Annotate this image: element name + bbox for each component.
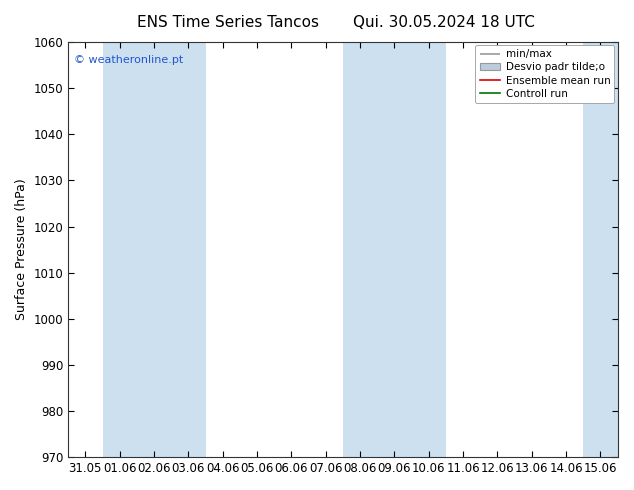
Bar [343,42,446,457]
Text: Qui. 30.05.2024 18 UTC: Qui. 30.05.2024 18 UTC [353,15,534,30]
Bar [103,42,205,457]
Bar [583,42,618,457]
Text: ENS Time Series Tancos: ENS Time Series Tancos [137,15,320,30]
Y-axis label: Surface Pressure (hPa): Surface Pressure (hPa) [15,179,28,320]
Legend: min/max, Desvio padr tilde;o, Ensemble mean run, Controll run: min/max, Desvio padr tilde;o, Ensemble m… [476,45,614,103]
Text: © weatheronline.pt: © weatheronline.pt [74,54,183,65]
